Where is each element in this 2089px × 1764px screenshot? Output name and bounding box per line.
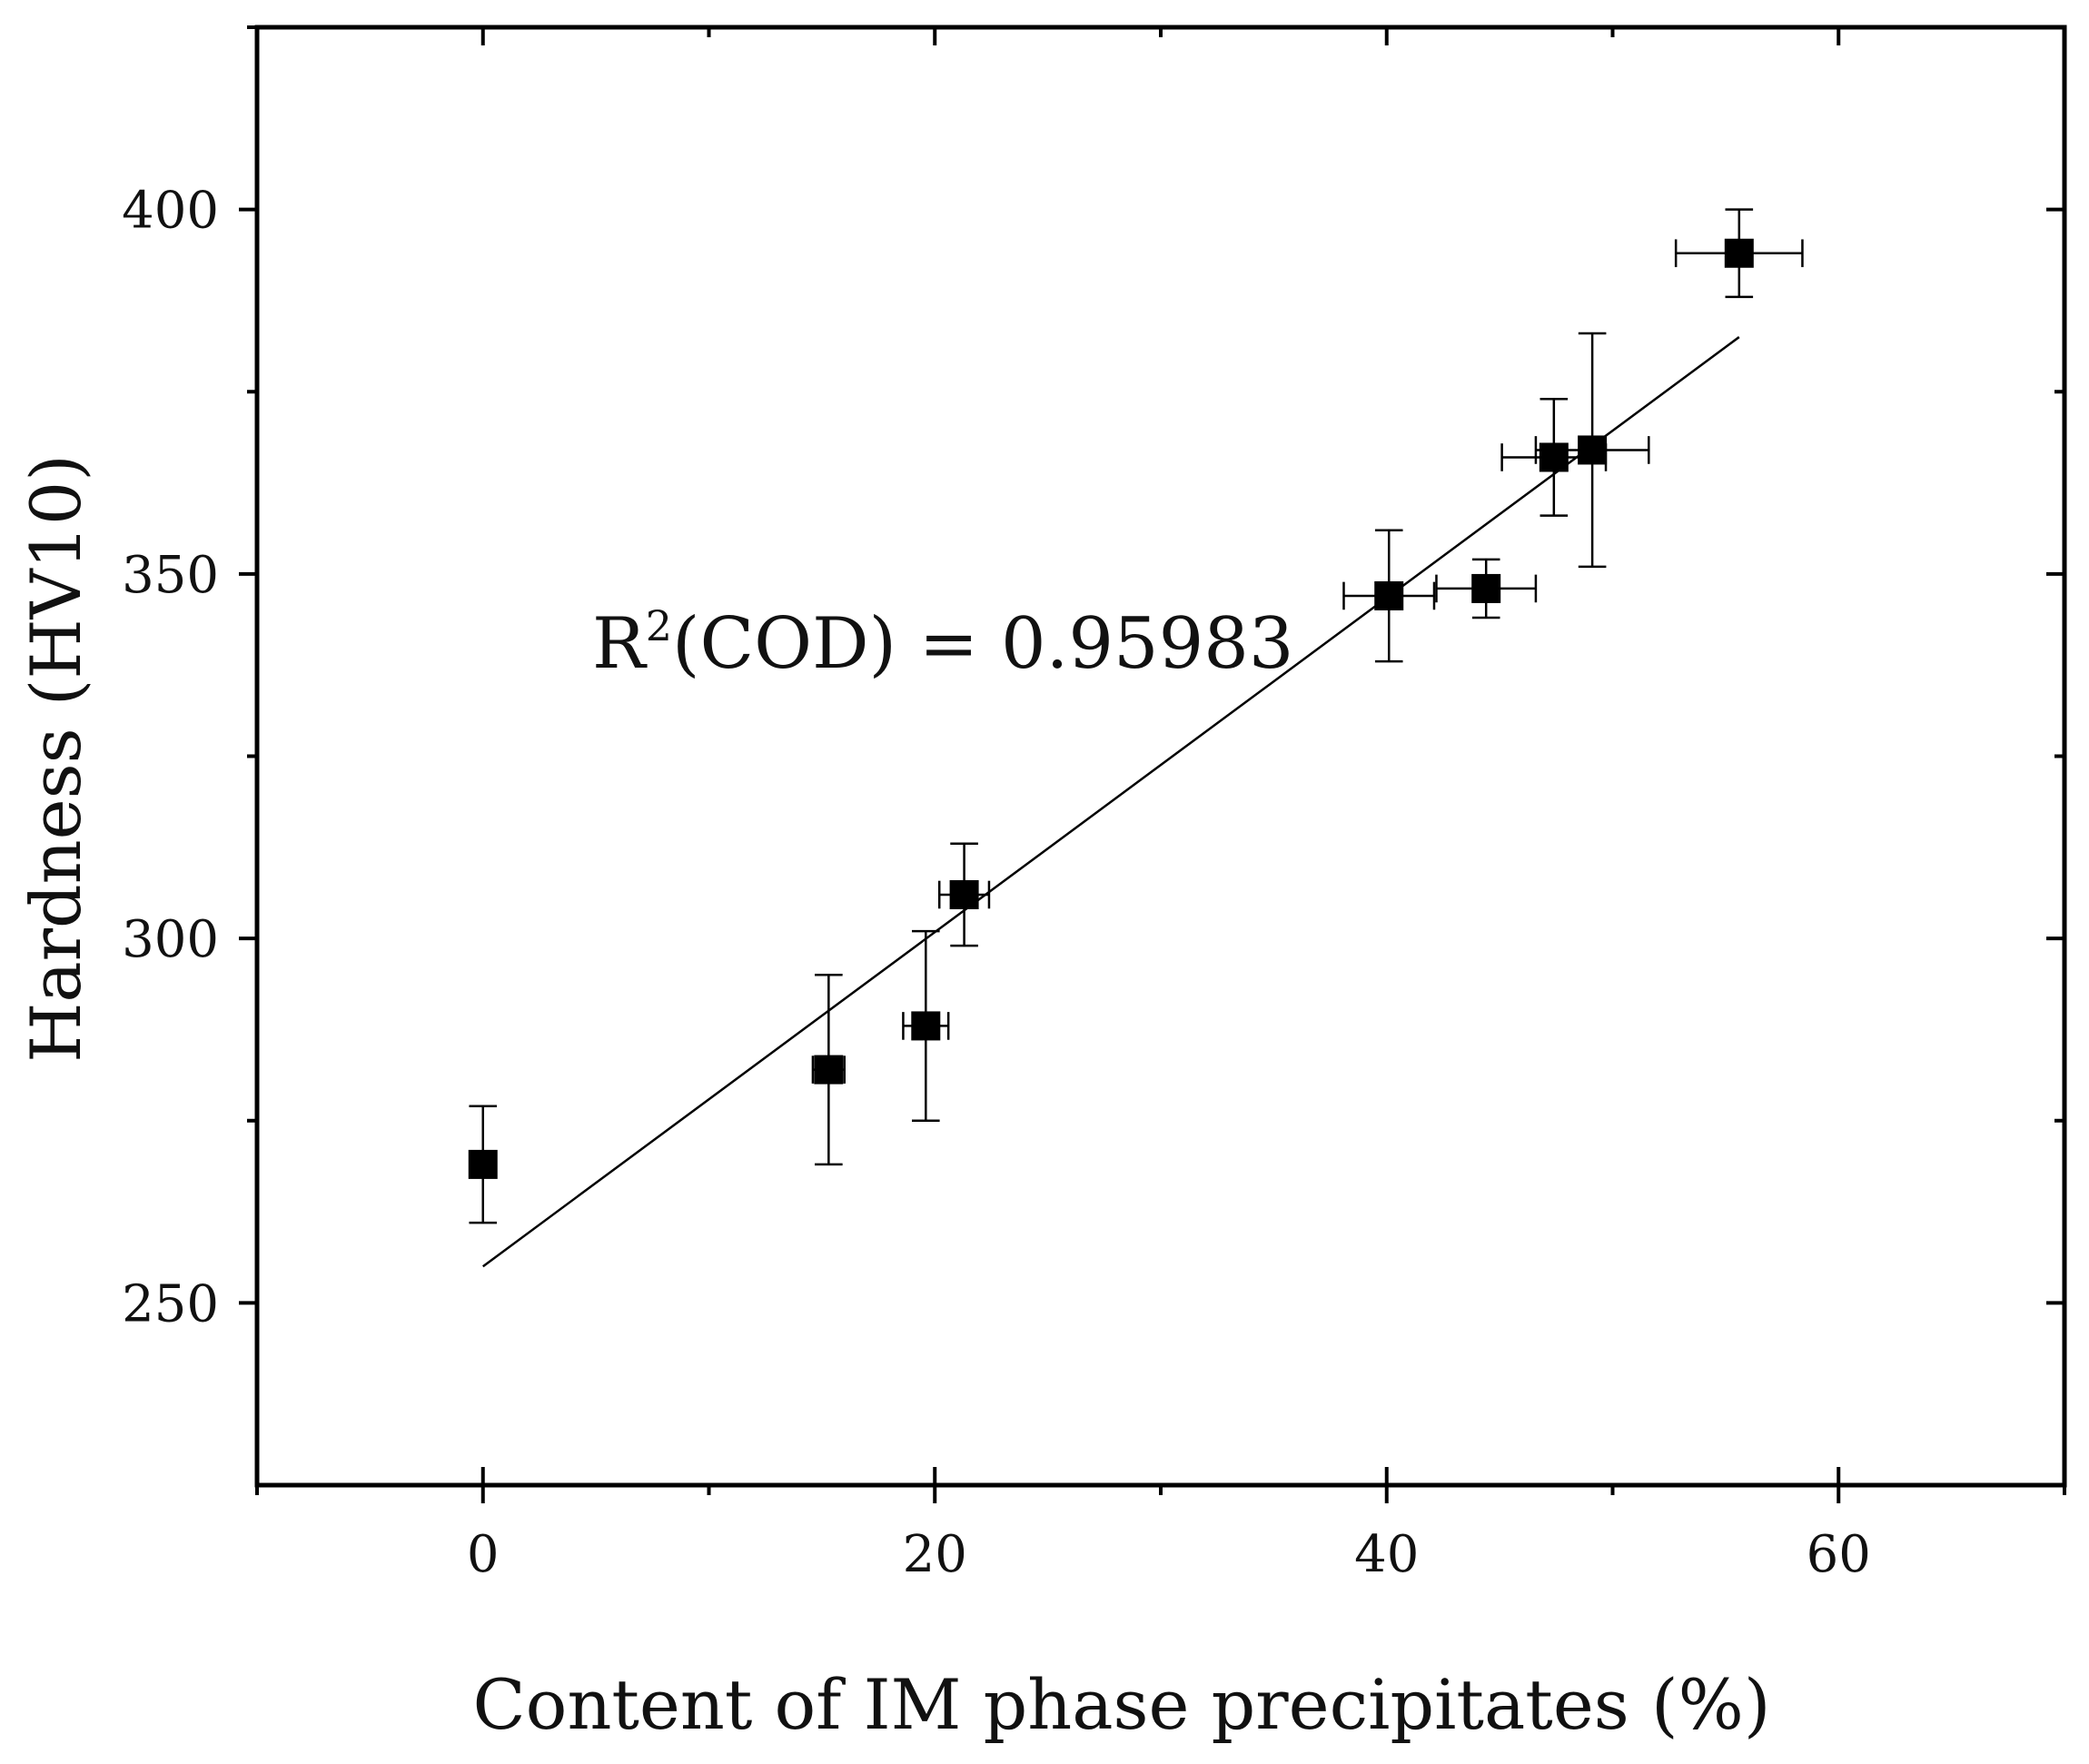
x-tick-label: 60 xyxy=(1807,1525,1871,1584)
x-tick-label: 0 xyxy=(467,1525,500,1584)
data-point xyxy=(468,1149,498,1179)
annotation-superscript: 2 xyxy=(646,601,672,650)
y-tick-label: 250 xyxy=(122,1274,219,1333)
linear-fit-line xyxy=(482,336,1740,1268)
x-axis-title: Content of IM phase precipitates (%) xyxy=(473,1664,1771,1745)
y-tick-label: 350 xyxy=(122,546,219,605)
data-point xyxy=(1724,238,1754,268)
data-point xyxy=(1578,435,1608,465)
x-tick-label: 40 xyxy=(1354,1525,1419,1584)
data-point xyxy=(1471,573,1501,603)
data-point xyxy=(1374,580,1404,610)
annotation-rest: (COD) = 0.95983 xyxy=(672,603,1294,685)
y-axis-title: Hardness (HV10) xyxy=(15,454,96,1063)
data-point xyxy=(1539,442,1569,472)
annotation-base: R xyxy=(592,603,648,685)
y-tick-label: 300 xyxy=(122,910,219,969)
data-point xyxy=(911,1011,941,1041)
y-tick-label: 400 xyxy=(122,182,219,241)
x-tick-label: 20 xyxy=(903,1525,967,1584)
data-point xyxy=(814,1055,844,1085)
data-point xyxy=(949,879,979,909)
r-squared-annotation: R2(COD) = 0.95983 xyxy=(592,601,1294,685)
